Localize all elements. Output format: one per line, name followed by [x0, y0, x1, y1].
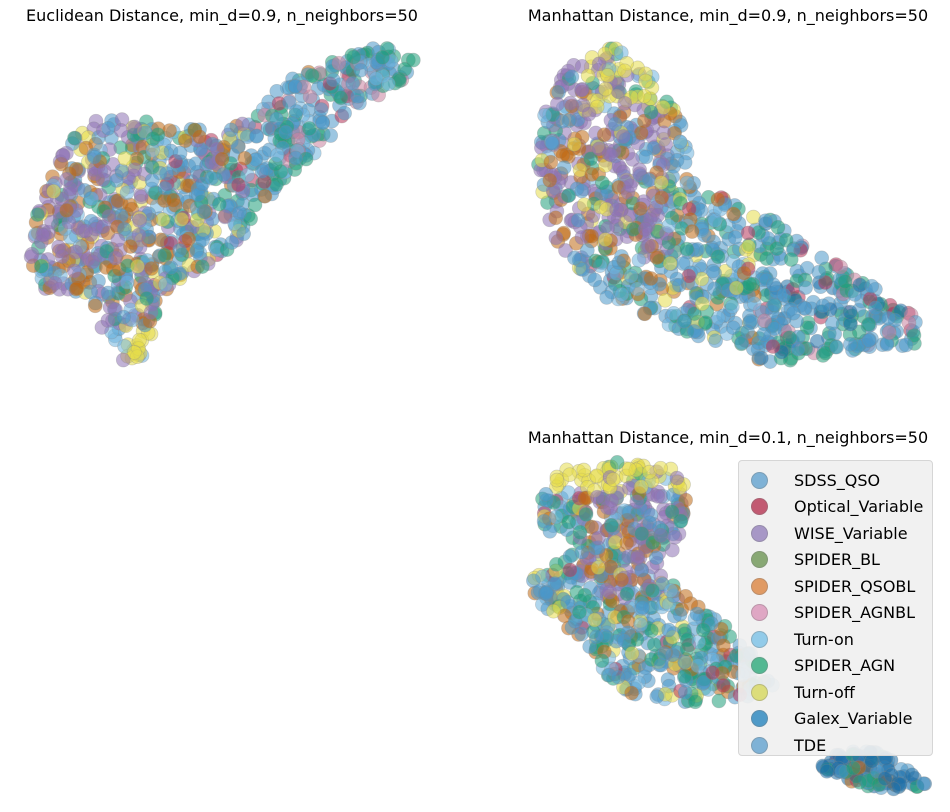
legend-item: SPIDER_QSOBL [739, 573, 932, 600]
legend-marker-icon [751, 736, 768, 754]
legend-item: Optical_Variable [739, 494, 932, 521]
legend-marker-icon [751, 657, 768, 675]
legend-marker-icon [751, 577, 768, 595]
legend-label: SPIDER_AGNBL [794, 603, 915, 623]
panel-title-manhattan-0-9: Manhattan Distance, min_d=0.9, n_neighbo… [527, 6, 929, 25]
legend-label: Optical_Variable [794, 497, 924, 517]
panel-title-manhattan-0-1: Manhattan Distance, min_d=0.1, n_neighbo… [527, 428, 929, 447]
legend-label: SPIDER_BL [794, 550, 880, 570]
legend-item: Turn-off [739, 679, 932, 706]
legend-label: Galex_Variable [794, 709, 913, 729]
legend-marker-icon [751, 524, 768, 542]
legend-item: Galex_Variable [739, 706, 932, 733]
legend-label: Turn-on [794, 629, 854, 649]
legend-item: SDSS_QSO [739, 467, 932, 494]
legend-label: SPIDER_AGN [794, 656, 896, 676]
legend-marker-icon [751, 498, 768, 516]
legend-item: TDE [739, 732, 932, 759]
legend-marker-icon [751, 551, 768, 569]
legend-item: SPIDER_BL [739, 547, 932, 574]
legend-marker-icon [751, 604, 768, 622]
legend-marker-icon [751, 710, 768, 728]
panel-title-euclidean: Euclidean Distance, min_d=0.9, n_neighbo… [26, 6, 418, 25]
legend-label: SPIDER_QSOBL [794, 576, 916, 596]
legend: SDSS_QSO Optical_Variable WISE_Variable SPI… [738, 460, 933, 756]
legend-item: WISE_Variable [739, 520, 932, 547]
legend-label: Turn-off [794, 682, 855, 702]
legend-marker-icon [751, 683, 768, 701]
legend-marker-icon [751, 471, 768, 489]
legend-marker-icon [751, 630, 768, 648]
legend-item: SPIDER_AGNBL [739, 600, 932, 627]
legend-item: Turn-on [739, 626, 932, 653]
legend-item: SPIDER_AGN [739, 653, 932, 680]
legend-label: WISE_Variable [794, 523, 908, 543]
legend-label: SDSS_QSO [794, 470, 881, 490]
legend-label: TDE [794, 735, 827, 755]
